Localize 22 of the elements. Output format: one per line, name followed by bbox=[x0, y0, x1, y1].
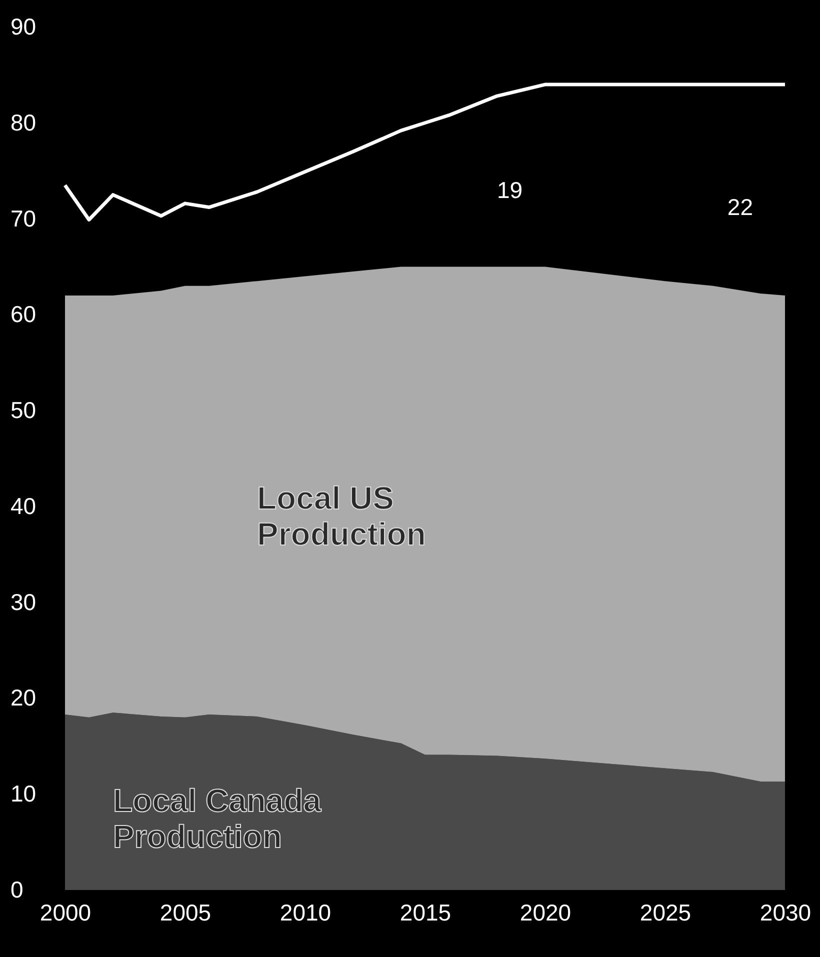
y-tick-label: 60 bbox=[10, 301, 36, 328]
y-tick-label: 70 bbox=[10, 205, 36, 232]
line-series bbox=[63, 82, 787, 222]
x-tick-label: 2010 bbox=[280, 900, 332, 926]
y-tick-label: 10 bbox=[10, 780, 36, 807]
x-tick-label: 2025 bbox=[640, 900, 692, 926]
annotation: 22 bbox=[727, 194, 753, 220]
annotation: 19 bbox=[497, 176, 523, 203]
y-tick-label: 90 bbox=[10, 14, 36, 40]
x-tick-label: 2005 bbox=[160, 900, 212, 926]
series-label: Local Canada Production bbox=[113, 782, 322, 854]
y-tick-label: 80 bbox=[10, 109, 36, 136]
y-tick-label: 0 bbox=[10, 876, 24, 902]
y-tick-label: 40 bbox=[10, 492, 36, 519]
y-tick-label: 50 bbox=[10, 397, 36, 424]
y-tick-label: 20 bbox=[10, 684, 36, 711]
y-tick-label: 30 bbox=[10, 588, 36, 615]
x-tick-label: 2000 bbox=[40, 900, 92, 926]
series-label: Local US Production bbox=[257, 480, 426, 552]
x-tick-label: 2015 bbox=[400, 900, 452, 926]
x-tick-label: 2030 bbox=[760, 900, 812, 926]
x-tick-label: 2020 bbox=[520, 900, 572, 926]
